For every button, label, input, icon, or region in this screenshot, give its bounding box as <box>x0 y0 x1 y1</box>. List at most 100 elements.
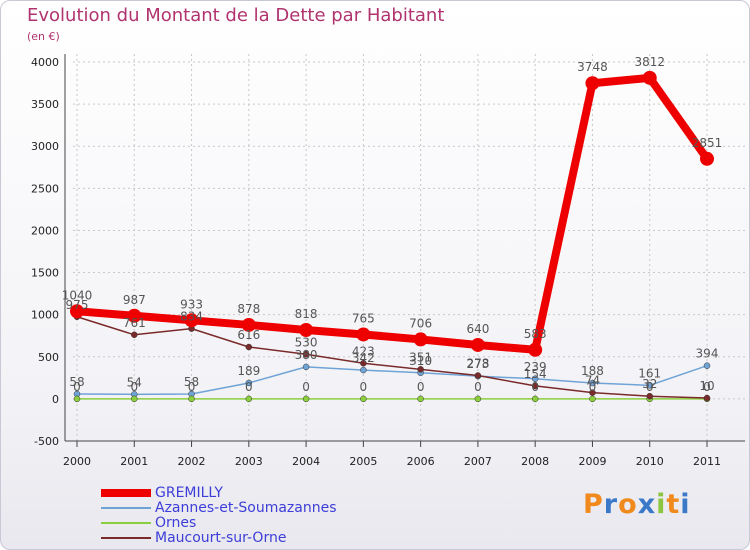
data-label: 0 <box>703 380 711 394</box>
data-point <box>360 360 367 367</box>
legend-item: Azannes-et-Soumazannes <box>101 499 337 516</box>
x-tick-label: 2010 <box>636 455 664 468</box>
data-label: 640 <box>466 322 489 336</box>
data-label: 189 <box>237 364 260 378</box>
data-label: 761 <box>123 316 146 330</box>
y-tick-label: 3000 <box>31 140 59 153</box>
data-point <box>642 70 657 85</box>
y-tick-label: 4000 <box>31 56 59 69</box>
x-tick-label: 2007 <box>464 455 492 468</box>
data-label: 975 <box>66 298 89 312</box>
data-label: 0 <box>589 380 597 394</box>
data-label: 74 <box>585 374 600 388</box>
logo-letter: o <box>618 489 638 520</box>
data-point <box>127 308 142 323</box>
y-tick-label: 500 <box>38 351 59 364</box>
data-label: 58 <box>69 375 84 389</box>
data-label: 380 <box>295 348 318 362</box>
data-point <box>413 332 428 347</box>
data-label: 933 <box>180 297 203 311</box>
data-label: 161 <box>638 366 661 380</box>
y-tick-label: 3500 <box>31 98 59 111</box>
data-point <box>528 342 543 357</box>
data-point <box>70 304 84 319</box>
legend-swatch-azannes <box>101 506 151 509</box>
y-tick-label: 2000 <box>31 224 59 237</box>
x-tick-label: 2005 <box>349 455 377 468</box>
legend-item: GREMILLY <box>101 484 337 501</box>
data-point <box>703 362 711 369</box>
data-label: 0 <box>417 380 425 394</box>
legend-label: GREMILLY <box>155 484 223 501</box>
legend-label: Ornes <box>155 514 197 531</box>
series-line-3 <box>76 316 708 399</box>
data-point <box>73 395 81 403</box>
legend-label: Azannes-et-Soumazannes <box>155 499 337 516</box>
data-label: 878 <box>237 302 260 316</box>
logo-letter: r <box>603 489 619 520</box>
data-label: 0 <box>531 380 539 394</box>
data-point <box>360 395 367 403</box>
logo-letter: P <box>583 489 604 520</box>
data-label: 2851 <box>692 136 723 150</box>
data-label: 0 <box>245 380 253 394</box>
series-points <box>70 70 714 403</box>
data-point <box>241 317 256 332</box>
data-point <box>589 389 596 396</box>
data-point <box>417 366 424 373</box>
data-point <box>531 395 539 403</box>
data-point <box>302 363 310 371</box>
x-tick-label: 2004 <box>292 455 320 468</box>
data-label: 834 <box>180 310 203 324</box>
data-point <box>646 392 653 400</box>
data-label: 351 <box>409 350 432 364</box>
data-label: 0 <box>302 380 310 394</box>
legend-swatch-ornes <box>101 521 151 524</box>
x-tick-label: 2000 <box>63 455 91 468</box>
data-label: 188 <box>581 364 604 378</box>
series-lines <box>76 73 711 400</box>
logo-letter: x <box>637 489 657 520</box>
y-tick-label: 2500 <box>31 182 59 195</box>
data-point <box>646 382 653 389</box>
data-label: 394 <box>696 347 719 361</box>
legend-item: Maucourt-sur-Orne <box>101 529 337 546</box>
data-label: 273 <box>466 357 489 371</box>
data-point <box>474 395 482 403</box>
x-tick-label: 2002 <box>178 455 206 468</box>
chart-title: Evolution du Montant de la Dette par Hab… <box>27 5 445 26</box>
data-point <box>188 395 195 403</box>
legend-item: Ornes <box>101 514 337 531</box>
data-point <box>585 76 600 91</box>
data-label: 0 <box>130 380 138 394</box>
data-label: 310 <box>409 354 432 368</box>
x-tick-label: 2011 <box>693 455 721 468</box>
data-label: 54 <box>127 375 142 389</box>
data-label: 10 <box>699 379 714 393</box>
data-label: 342 <box>352 351 375 365</box>
data-label: 423 <box>352 344 375 358</box>
data-point <box>589 395 596 403</box>
x-tick-label: 2006 <box>407 455 435 468</box>
data-point <box>703 394 711 402</box>
legend: GREMILLY Azannes-et-Soumazannes Ornes Ma… <box>101 484 337 546</box>
series-line-0 <box>76 73 711 354</box>
legend-label: Maucourt-sur-Orne <box>155 529 287 546</box>
data-label: 0 <box>73 380 81 394</box>
y-tick-label: -500 <box>34 435 59 448</box>
data-label: 583 <box>524 327 547 341</box>
data-point <box>589 379 596 387</box>
y-tick-label: 1000 <box>31 309 59 322</box>
data-label: 0 <box>188 380 196 394</box>
x-tick-label: 2003 <box>235 455 263 468</box>
legend-swatch-maucourt <box>101 536 151 539</box>
proxiti-logo: Proxiti <box>583 489 691 520</box>
data-point <box>302 395 310 403</box>
y-tick-label: 1500 <box>31 267 59 280</box>
data-label: 3748 <box>577 60 608 74</box>
data-point <box>245 343 253 351</box>
data-point <box>245 379 253 387</box>
data-label: 154 <box>524 367 547 381</box>
